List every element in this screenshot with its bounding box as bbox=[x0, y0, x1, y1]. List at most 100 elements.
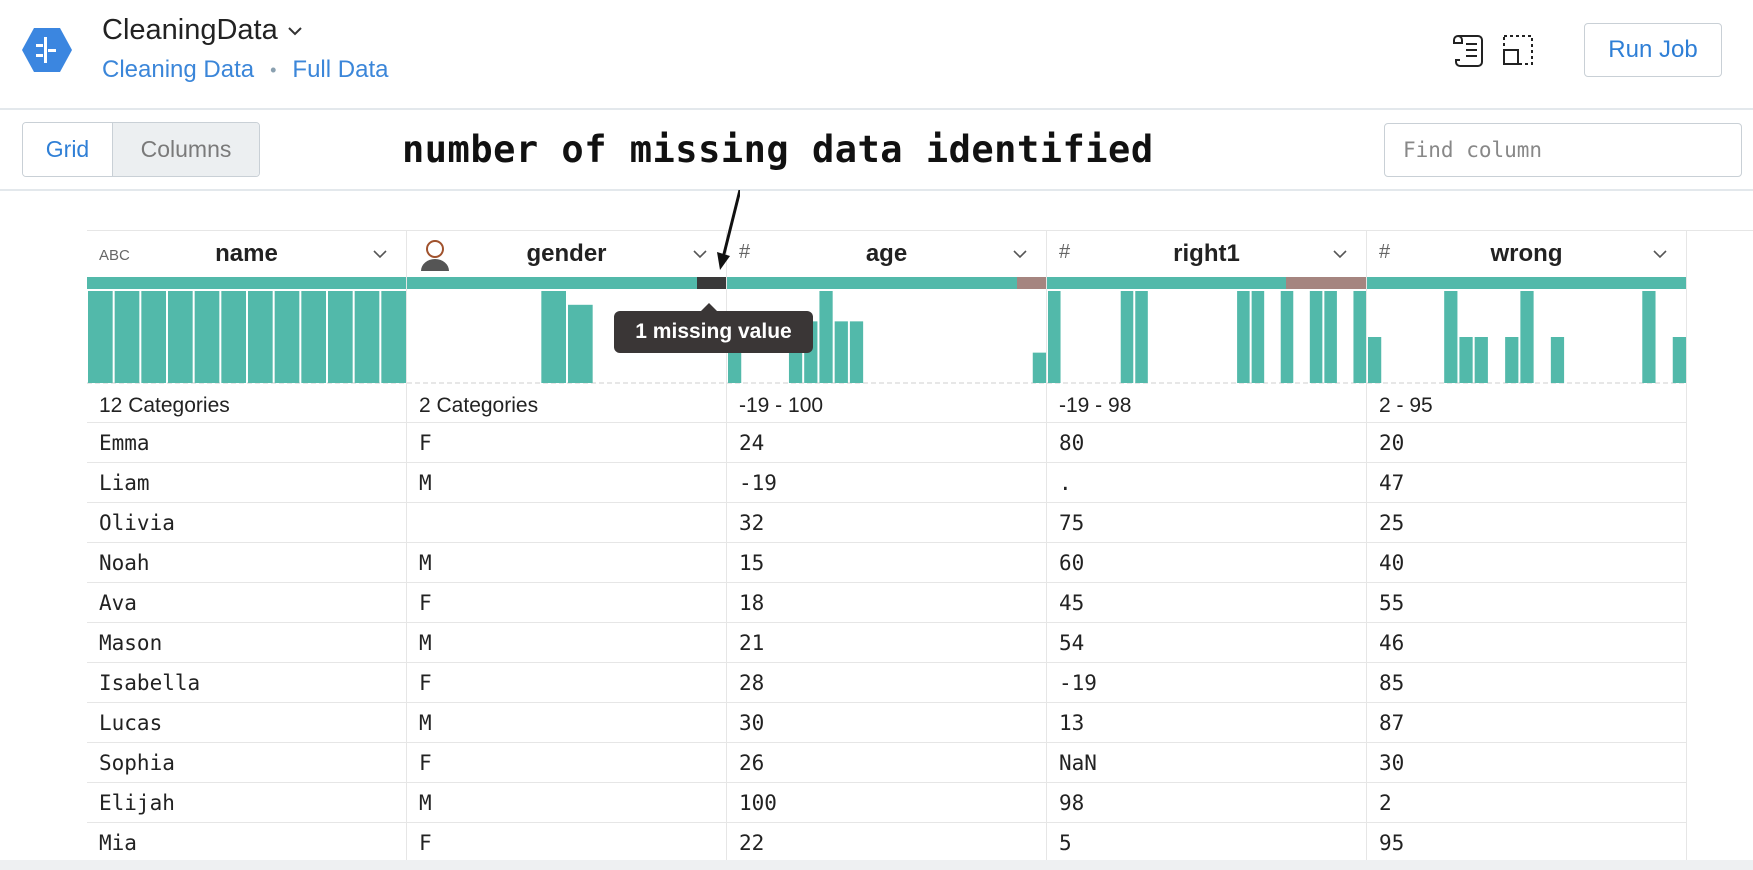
quality-valid-segment[interactable] bbox=[87, 277, 406, 289]
table-cell[interactable]: 13 bbox=[1047, 703, 1366, 743]
table-cell[interactable]: 30 bbox=[1367, 743, 1686, 783]
table-cell[interactable]: 100 bbox=[727, 783, 1046, 823]
table-cell[interactable]: Sophia bbox=[87, 743, 406, 783]
table-cell[interactable]: 20 bbox=[1367, 423, 1686, 463]
table-cell[interactable]: 75 bbox=[1047, 503, 1366, 543]
table-cell[interactable]: 32 bbox=[727, 503, 1046, 543]
table-cell[interactable]: F bbox=[407, 823, 726, 860]
recipe-scroll-icon[interactable] bbox=[1450, 30, 1490, 70]
data-quality-bar[interactable] bbox=[87, 277, 406, 289]
table-cell[interactable] bbox=[407, 503, 726, 543]
histogram-bar[interactable] bbox=[168, 291, 193, 383]
table-cell[interactable]: 47 bbox=[1367, 463, 1686, 503]
histogram-bar[interactable] bbox=[834, 321, 848, 383]
table-cell[interactable]: 21 bbox=[727, 623, 1046, 663]
histogram-bar[interactable] bbox=[1309, 291, 1323, 383]
histogram-bar[interactable] bbox=[1505, 337, 1519, 383]
table-cell[interactable]: Noah bbox=[87, 543, 406, 583]
table-cell[interactable]: 80 bbox=[1047, 423, 1366, 463]
table-cell[interactable]: F bbox=[407, 583, 726, 623]
column-name[interactable]: age bbox=[865, 240, 908, 267]
table-cell[interactable]: 98 bbox=[1047, 783, 1366, 823]
find-column-input[interactable]: Find column bbox=[1384, 123, 1742, 177]
column-header[interactable]: # wrong bbox=[1367, 231, 1686, 277]
column-menu-chevron-icon[interactable] bbox=[1652, 248, 1668, 260]
histogram-bar[interactable] bbox=[1048, 291, 1061, 383]
quality-mismatched-segment[interactable] bbox=[1017, 277, 1046, 289]
histogram-bar[interactable] bbox=[1324, 291, 1337, 383]
dataprep-logo-icon[interactable] bbox=[22, 28, 72, 72]
table-cell[interactable]: Elijah bbox=[87, 783, 406, 823]
table-cell[interactable]: Mason bbox=[87, 623, 406, 663]
histogram-bar[interactable] bbox=[1135, 291, 1148, 383]
table-cell[interactable]: 5 bbox=[1047, 823, 1366, 860]
table-cell[interactable]: 24 bbox=[727, 423, 1046, 463]
table-cell[interactable]: 60 bbox=[1047, 543, 1366, 583]
column-header[interactable]: gender bbox=[407, 231, 726, 277]
histogram-bar[interactable] bbox=[849, 321, 864, 383]
column-menu-chevron-icon[interactable] bbox=[1012, 248, 1028, 260]
histogram-bar[interactable] bbox=[1032, 352, 1046, 383]
histogram-bar[interactable] bbox=[381, 291, 406, 383]
table-cell[interactable]: 15 bbox=[727, 543, 1046, 583]
table-cell[interactable]: Olivia bbox=[87, 503, 406, 543]
histogram-bar[interactable] bbox=[194, 291, 220, 383]
histogram-bar[interactable] bbox=[1120, 291, 1134, 383]
histogram-bar[interactable] bbox=[1368, 337, 1382, 383]
horizontal-scrollbar[interactable] bbox=[0, 860, 1753, 870]
table-cell[interactable]: 46 bbox=[1367, 623, 1686, 663]
table-cell[interactable]: 95 bbox=[1367, 823, 1686, 860]
table-cell[interactable]: 54 bbox=[1047, 623, 1366, 663]
histogram-bar[interactable] bbox=[1251, 291, 1265, 383]
histogram-bar[interactable] bbox=[1672, 337, 1686, 383]
quality-valid-segment[interactable] bbox=[1367, 277, 1686, 289]
histogram-bar[interactable] bbox=[568, 304, 593, 383]
column-name[interactable]: name bbox=[215, 240, 278, 267]
gender-type-icon[interactable] bbox=[417, 237, 453, 273]
histogram-bar[interactable] bbox=[221, 291, 246, 383]
histogram-bar[interactable] bbox=[1520, 291, 1534, 383]
table-cell[interactable]: 2 bbox=[1367, 783, 1686, 823]
histogram-bar[interactable] bbox=[819, 291, 833, 383]
column-name[interactable]: wrong bbox=[1490, 240, 1563, 267]
table-cell[interactable]: 30 bbox=[727, 703, 1046, 743]
table-cell[interactable]: F bbox=[407, 743, 726, 783]
breadcrumb-dataset[interactable]: Cleaning Data bbox=[102, 56, 255, 83]
histogram-bar[interactable] bbox=[88, 291, 113, 383]
table-cell[interactable]: M bbox=[407, 543, 726, 583]
flow-title[interactable]: CleaningData bbox=[102, 14, 304, 47]
integer-type-icon[interactable]: # bbox=[1379, 241, 1391, 263]
data-quality-bar[interactable] bbox=[1047, 277, 1366, 289]
quality-valid-segment[interactable] bbox=[1047, 277, 1287, 289]
integer-type-icon[interactable]: # bbox=[739, 241, 751, 263]
histogram-bar[interactable] bbox=[1642, 291, 1656, 383]
quality-mismatched-segment[interactable] bbox=[1286, 277, 1366, 289]
histogram-bar[interactable] bbox=[301, 291, 326, 383]
quality-missing-segment[interactable] bbox=[697, 277, 726, 289]
column-header[interactable]: ABC name bbox=[87, 231, 406, 277]
histogram-bar[interactable] bbox=[1459, 337, 1473, 383]
column-header[interactable]: # age bbox=[727, 231, 1046, 277]
table-cell[interactable]: Isabella bbox=[87, 663, 406, 703]
histogram-bar[interactable] bbox=[328, 291, 353, 383]
table-cell[interactable]: 40 bbox=[1367, 543, 1686, 583]
column-menu-chevron-icon[interactable] bbox=[1332, 248, 1348, 260]
histogram-bar[interactable] bbox=[1474, 337, 1488, 383]
histogram-bar[interactable] bbox=[1280, 291, 1294, 383]
table-cell[interactable]: M bbox=[407, 703, 726, 743]
string-type-icon[interactable]: ABC bbox=[99, 247, 130, 264]
table-cell[interactable]: . bbox=[1047, 463, 1366, 503]
column-header[interactable]: # right1 bbox=[1047, 231, 1366, 277]
chevron-down-icon[interactable] bbox=[286, 22, 304, 40]
quality-valid-segment[interactable] bbox=[407, 277, 698, 289]
table-cell[interactable]: 25 bbox=[1367, 503, 1686, 543]
column-menu-chevron-icon[interactable] bbox=[372, 248, 388, 260]
table-cell[interactable]: 87 bbox=[1367, 703, 1686, 743]
table-cell[interactable]: Ava bbox=[87, 583, 406, 623]
table-cell[interactable]: Lucas bbox=[87, 703, 406, 743]
table-cell[interactable]: NaN bbox=[1047, 743, 1366, 783]
histogram-bar[interactable] bbox=[141, 291, 166, 383]
table-cell[interactable]: F bbox=[407, 663, 726, 703]
histogram-bar[interactable] bbox=[1550, 337, 1565, 383]
histogram-bar[interactable] bbox=[354, 291, 380, 383]
